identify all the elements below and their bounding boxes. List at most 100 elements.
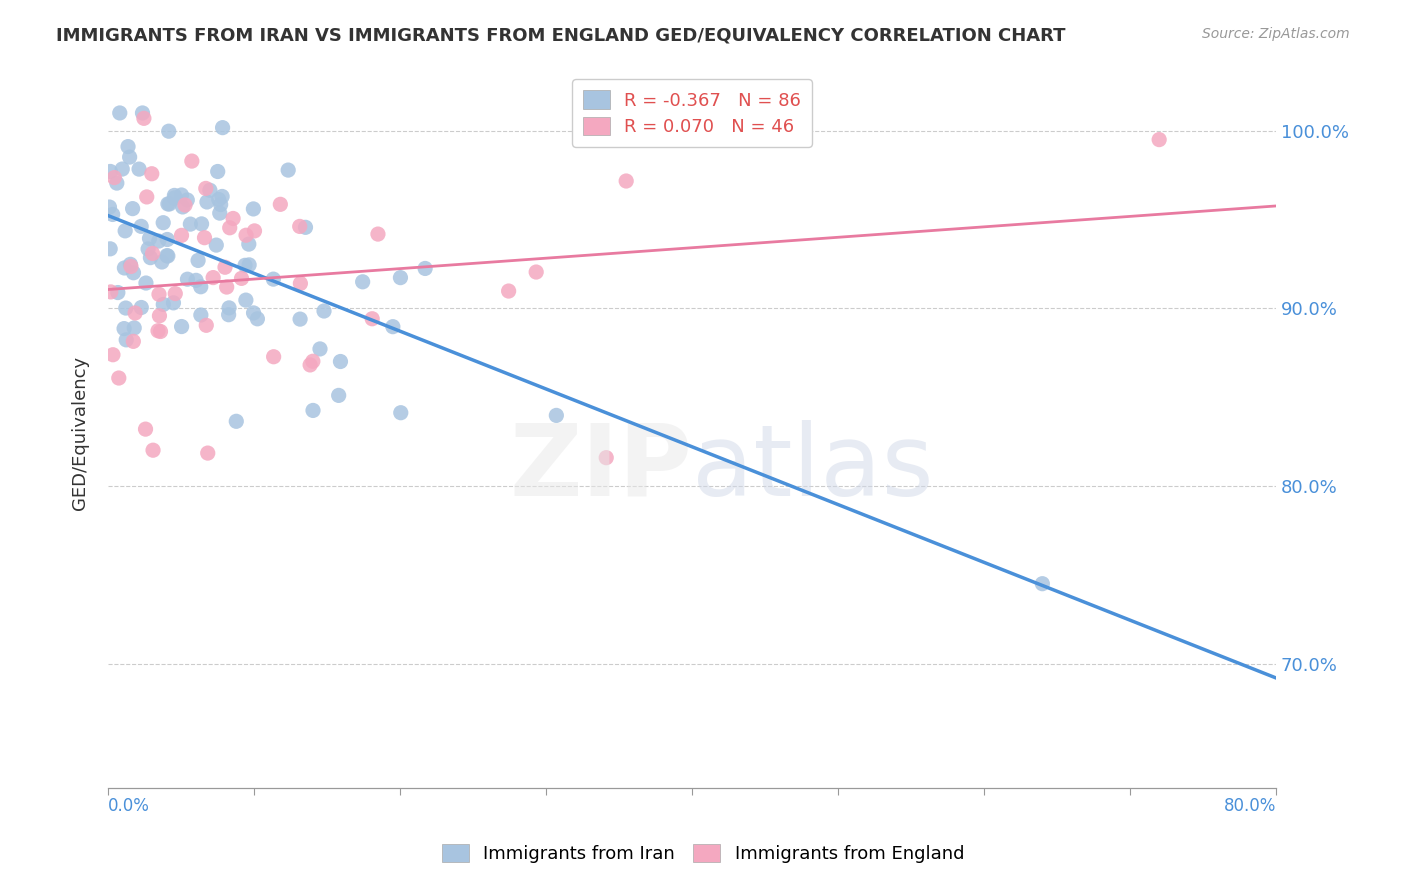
Point <box>208 206 231 220</box>
Point <box>170 228 193 243</box>
Point <box>312 304 335 318</box>
Point <box>193 230 215 244</box>
Point <box>290 277 312 291</box>
Point <box>152 297 174 311</box>
Point <box>170 319 193 334</box>
Point <box>162 296 184 310</box>
Point <box>218 301 240 315</box>
Point <box>1147 133 1170 147</box>
Point <box>135 422 157 436</box>
Point <box>184 273 207 287</box>
Point <box>101 207 124 221</box>
Point <box>413 261 436 276</box>
Point <box>238 258 260 272</box>
Point <box>302 354 325 368</box>
Text: 80.0%: 80.0% <box>1223 797 1277 815</box>
Point <box>163 191 186 205</box>
Point <box>165 286 187 301</box>
Point <box>299 358 322 372</box>
Point <box>190 217 212 231</box>
Point <box>190 279 212 293</box>
Point <box>294 220 316 235</box>
Point <box>214 260 236 275</box>
Point <box>238 237 260 252</box>
Point <box>309 342 332 356</box>
Point <box>122 266 145 280</box>
Point <box>187 253 209 268</box>
Point <box>197 446 219 460</box>
Point <box>207 164 229 178</box>
Point <box>389 270 412 285</box>
Point <box>122 334 145 349</box>
Point <box>138 231 160 245</box>
Point <box>263 350 285 364</box>
Point <box>211 189 233 203</box>
Point <box>107 371 129 385</box>
Point <box>108 106 131 120</box>
Point <box>233 258 256 272</box>
Point <box>157 124 180 138</box>
Point <box>132 112 155 126</box>
Point <box>156 232 179 246</box>
Text: atlas: atlas <box>692 420 934 516</box>
Point <box>218 308 240 322</box>
Y-axis label: GED/Equivalency: GED/Equivalency <box>72 356 89 509</box>
Legend: R = -0.367   N = 86, R = 0.070   N = 46: R = -0.367 N = 86, R = 0.070 N = 46 <box>572 79 813 147</box>
Point <box>198 183 221 197</box>
Point <box>195 318 218 333</box>
Point <box>163 188 186 202</box>
Point <box>209 197 232 211</box>
Point <box>103 170 125 185</box>
Point <box>100 285 122 299</box>
Point <box>129 219 152 234</box>
Point <box>179 217 201 231</box>
Point <box>156 197 179 211</box>
Point <box>170 188 193 202</box>
Point <box>328 388 350 402</box>
Point <box>149 325 172 339</box>
Point <box>262 272 284 286</box>
Point <box>524 265 547 279</box>
Point <box>135 276 157 290</box>
Point <box>205 238 228 252</box>
Point <box>131 301 153 315</box>
Point <box>498 284 520 298</box>
Point <box>105 176 128 190</box>
Point <box>243 224 266 238</box>
Point <box>180 154 202 169</box>
Point <box>242 306 264 320</box>
Point <box>235 228 257 243</box>
Point <box>211 120 233 135</box>
Point <box>152 216 174 230</box>
Point <box>202 270 225 285</box>
Point <box>194 181 217 195</box>
Point <box>208 193 231 207</box>
Point <box>120 257 142 271</box>
Point <box>124 306 146 320</box>
Point <box>115 333 138 347</box>
Point <box>117 139 139 153</box>
Point <box>122 321 145 335</box>
Point <box>146 324 169 338</box>
Point <box>128 162 150 177</box>
Point <box>215 280 238 294</box>
Point <box>546 409 568 423</box>
Point <box>114 224 136 238</box>
Point <box>222 211 245 226</box>
Text: IMMIGRANTS FROM IRAN VS IMMIGRANTS FROM ENGLAND GED/EQUIVALENCY CORRELATION CHAR: IMMIGRANTS FROM IRAN VS IMMIGRANTS FROM … <box>56 27 1066 45</box>
Point <box>142 246 165 260</box>
Point <box>389 406 412 420</box>
Point <box>595 450 617 465</box>
Point <box>120 260 142 274</box>
Point <box>277 163 299 178</box>
Point <box>235 293 257 307</box>
Text: Source: ZipAtlas.com: Source: ZipAtlas.com <box>1202 27 1350 41</box>
Point <box>98 200 121 214</box>
Point <box>361 311 384 326</box>
Point <box>246 311 269 326</box>
Point <box>156 249 179 263</box>
Legend: Immigrants from Iran, Immigrants from England: Immigrants from Iran, Immigrants from En… <box>432 833 974 874</box>
Point <box>156 249 179 263</box>
Point <box>225 414 247 428</box>
Point <box>142 443 165 458</box>
